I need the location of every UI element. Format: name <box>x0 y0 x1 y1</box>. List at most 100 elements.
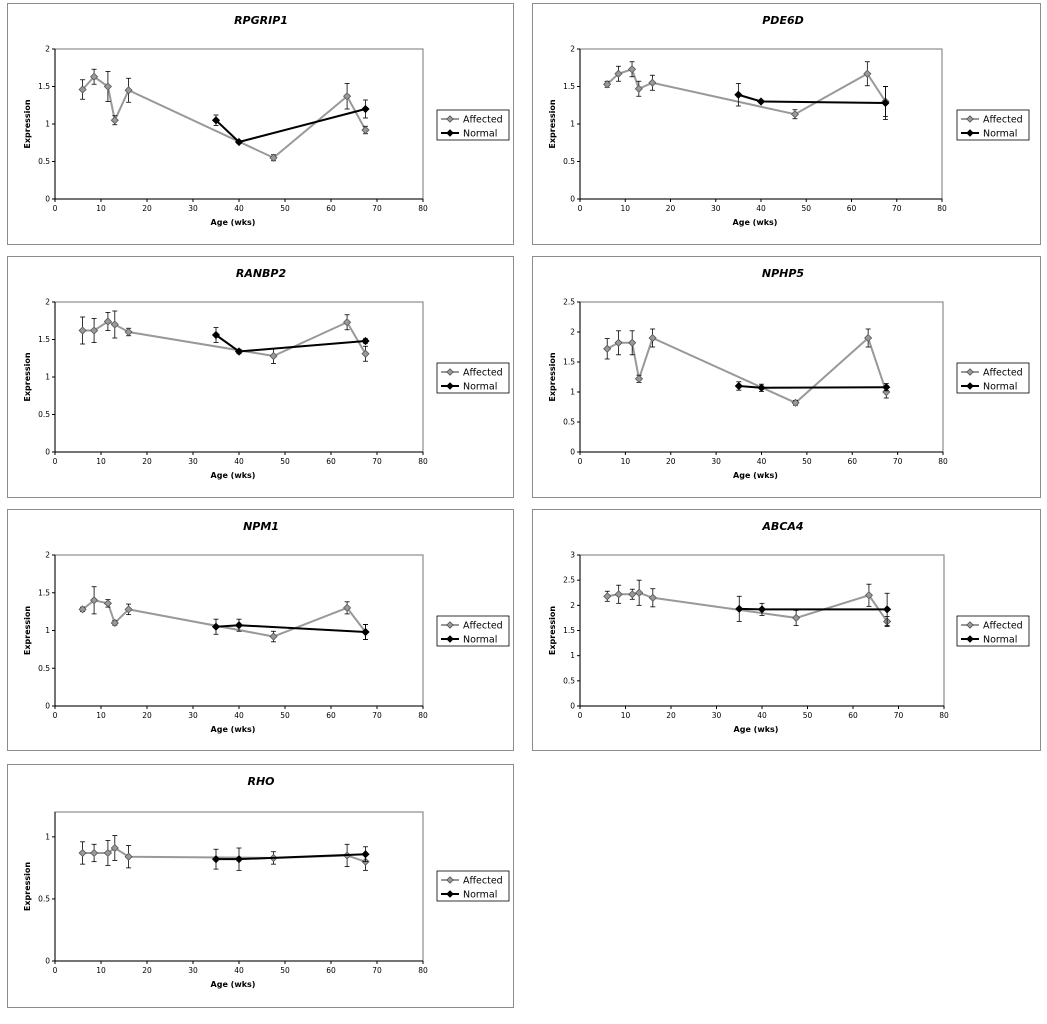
y-tick-label: 1.5 <box>38 588 50 597</box>
plot-area <box>579 554 945 707</box>
legend-label-normal: Normal <box>983 129 1017 140</box>
chart-title: RHO <box>247 775 274 788</box>
x-axis-label: Age (wks) <box>734 725 779 734</box>
legend: Affected Normal <box>956 615 1030 647</box>
data-point-affected <box>124 327 133 337</box>
legend-marker-normal <box>446 129 454 137</box>
y-tick-label: 1 <box>45 626 50 635</box>
series-line-affected <box>606 67 887 116</box>
y-tick-label: 1 <box>570 120 575 129</box>
x-tick-label: 30 <box>188 966 198 975</box>
x-tick-label: 30 <box>188 457 198 466</box>
x-tick-label: 0 <box>53 966 58 975</box>
data-point-affected <box>791 398 800 407</box>
x-tick-label: 80 <box>937 204 947 213</box>
data-point-affected <box>343 92 352 101</box>
x-tick-label: 0 <box>578 711 583 720</box>
x-tick-label: 0 <box>578 204 583 213</box>
data-point-affected <box>110 843 119 853</box>
y-axis-label: Expression <box>23 352 32 401</box>
legend-marker-affected <box>966 368 974 376</box>
chart-title: PDE6D <box>762 14 804 27</box>
x-tick-label: 80 <box>418 457 428 466</box>
data-point-affected <box>634 374 644 383</box>
data-point-affected <box>124 86 133 95</box>
chart-panel-rho: RHO 0 0.5 1 0 10 20 30 40 50 60 70 80 Age (wks) Expres… <box>7 764 514 1008</box>
x-tick-label: 40 <box>234 204 244 213</box>
data-point-affected <box>124 605 133 614</box>
legend-label-affected: Affected <box>463 876 503 887</box>
x-tick-label: 80 <box>418 204 428 213</box>
series-line-affected <box>82 320 367 358</box>
legend-label-normal: Normal <box>463 129 497 140</box>
plot-area <box>54 811 424 962</box>
data-point-affected <box>110 320 119 329</box>
data-point-normal <box>756 97 766 106</box>
y-tick-label: 3 <box>570 551 575 560</box>
data-point-normal <box>361 336 370 346</box>
series-line-affected <box>606 336 888 404</box>
x-axis-label: Age (wks) <box>211 980 256 989</box>
legend-marker-affected <box>966 115 974 123</box>
x-tick-label: 50 <box>801 204 811 213</box>
x-tick-label: 0 <box>53 457 58 466</box>
x-tick-label: 20 <box>142 457 152 466</box>
data-point-affected <box>603 344 612 353</box>
legend-marker-normal <box>446 890 454 898</box>
x-tick-label: 50 <box>803 711 813 720</box>
y-tick-label: 2 <box>570 601 575 610</box>
y-tick-label: 1 <box>45 832 50 841</box>
series-line-affected <box>81 75 367 159</box>
chart-panel-ranbp2: RANBP2 0 0.5 1 1.5 2 0 10 20 30 40 50 60 70 80 Age (wks… <box>7 256 514 498</box>
y-tick-label: 0.5 <box>38 894 50 903</box>
x-tick-label: 60 <box>326 457 336 466</box>
legend-marker-normal <box>966 382 974 390</box>
chart-panel-pde6d: PDE6D 0 0.5 1 1.5 2 0 10 20 30 40 50 60 70 80 Age (wks)… <box>532 3 1041 245</box>
data-point-affected <box>614 69 623 78</box>
x-tick-label: 70 <box>372 204 382 213</box>
chart-panel-rpgrip1: RPGRIP1 0 0.5 1 1.5 2 0 10 20 30 40 50 60 70 80 Age (wk… <box>7 3 514 245</box>
legend-label-affected: Affected <box>463 621 503 632</box>
legend: Affected Normal <box>436 870 510 902</box>
x-tick-label: 10 <box>620 204 630 213</box>
legend-marker-affected <box>446 368 454 376</box>
data-point-affected <box>863 69 872 78</box>
x-tick-label: 70 <box>372 711 382 720</box>
legend-marker-affected <box>966 621 974 629</box>
x-tick-label: 50 <box>280 457 290 466</box>
data-point-affected <box>78 848 87 858</box>
legend: Affected Normal <box>956 362 1030 394</box>
legend-label-affected: Affected <box>463 368 503 379</box>
chart-panel-nphp5: NPHP5 0 0.5 1 1.5 2 2.5 0 10 20 30 40 50 60 70 80 Age (w… <box>532 256 1041 498</box>
legend-label-normal: Normal <box>463 382 497 393</box>
data-point-affected <box>343 603 352 612</box>
data-point-affected <box>110 116 119 125</box>
x-tick-label: 40 <box>757 711 767 720</box>
data-point-normal <box>211 622 221 631</box>
legend-label-normal: Normal <box>983 382 1017 393</box>
data-point-normal <box>882 383 891 392</box>
data-point-affected <box>78 605 87 614</box>
data-point-affected <box>614 590 623 599</box>
x-axis-label: Age (wks) <box>211 218 256 227</box>
data-point-affected <box>103 848 112 858</box>
y-tick-label: 1 <box>570 651 575 660</box>
x-tick-label: 10 <box>621 457 631 466</box>
legend: Affected Normal <box>956 109 1030 141</box>
data-point-normal <box>881 98 890 108</box>
legend-marker-affected <box>446 876 454 884</box>
data-point-normal <box>234 621 244 630</box>
y-tick-label: 2 <box>45 551 50 560</box>
data-point-normal <box>361 104 370 114</box>
x-tick-label: 30 <box>711 204 721 213</box>
data-point-normal <box>234 855 244 864</box>
x-tick-label: 30 <box>712 711 722 720</box>
y-tick-label: 2 <box>570 328 575 337</box>
plot-area <box>579 301 944 453</box>
data-point-affected <box>361 125 370 135</box>
data-point-affected <box>603 592 612 601</box>
y-tick-label: 1.5 <box>38 82 50 91</box>
